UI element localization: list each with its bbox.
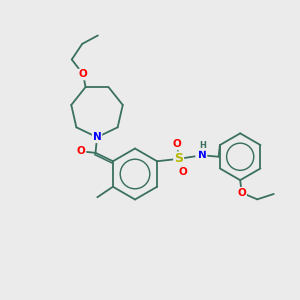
Text: N: N xyxy=(196,150,205,160)
Text: H: H xyxy=(199,141,206,150)
Text: O: O xyxy=(173,140,182,149)
Text: O: O xyxy=(79,70,88,80)
Text: O: O xyxy=(237,188,246,198)
Text: S: S xyxy=(174,152,183,165)
Text: O: O xyxy=(179,167,188,177)
Text: O: O xyxy=(77,146,85,156)
Text: N: N xyxy=(93,132,101,142)
Text: N: N xyxy=(198,150,206,160)
Text: H: H xyxy=(198,146,206,155)
